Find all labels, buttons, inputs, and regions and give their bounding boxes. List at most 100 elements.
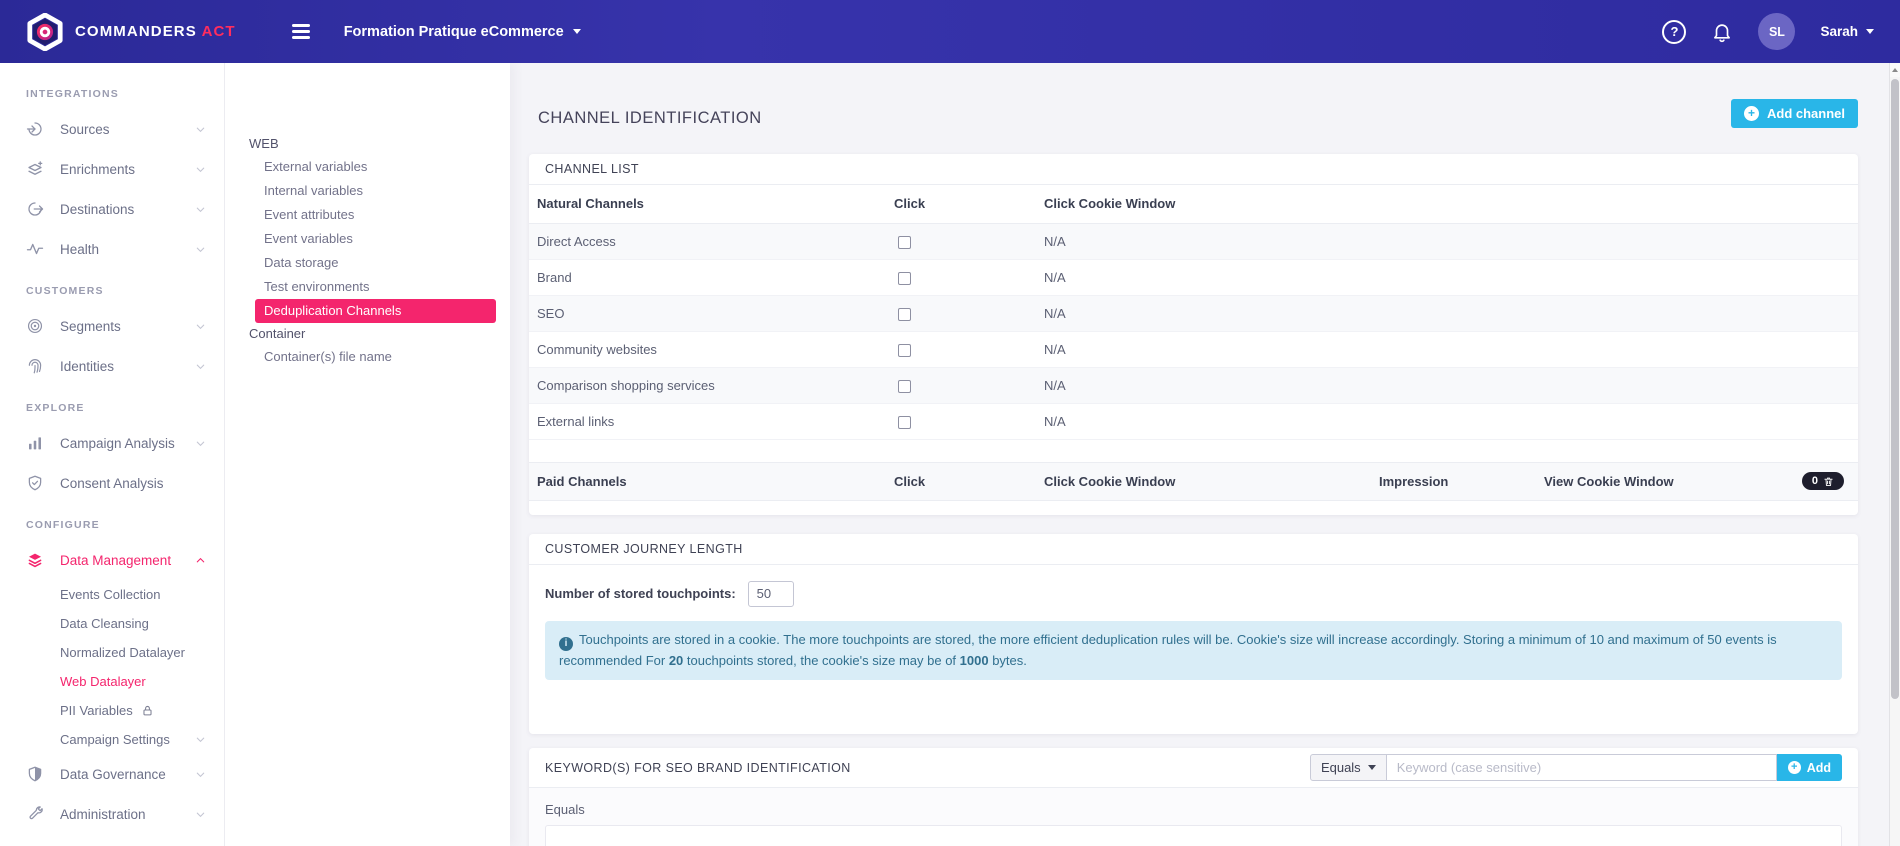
add-keyword-button[interactable]: + Add xyxy=(1776,754,1842,782)
subnav-item-test-environments[interactable]: Test environments xyxy=(264,279,370,294)
chevron-down-icon xyxy=(195,204,206,215)
sidebar-item-label: Consent Analysis xyxy=(60,475,164,491)
subnav-item-data-storage[interactable]: Data storage xyxy=(264,255,339,270)
chevron-down-icon xyxy=(195,769,206,780)
brand[interactable]: COMMANDERS ACT xyxy=(26,12,236,51)
click-checkbox[interactable] xyxy=(898,235,911,249)
sidebar-subitem-pii-variables[interactable]: PII Variables xyxy=(0,696,224,725)
chevron-down-icon xyxy=(1866,29,1874,34)
main-sidebar: INTEGRATIONS Sources Enrichments Destina… xyxy=(0,63,224,846)
table-row: SEO N/A xyxy=(529,295,1858,331)
menu-toggle-icon[interactable] xyxy=(291,24,310,39)
sidebar-item-consent-analysis[interactable]: Consent Analysis xyxy=(0,463,224,503)
sidebar-subitem-events-collection[interactable]: Events Collection xyxy=(0,580,224,609)
chevron-down-icon xyxy=(195,734,206,745)
subnav-item-internal-variables[interactable]: Internal variables xyxy=(264,183,363,198)
channel-name: Brand xyxy=(537,269,572,285)
click-checkbox[interactable] xyxy=(898,415,911,429)
click-cookie-window-value: N/A xyxy=(1044,341,1066,357)
scrollbar-up-arrow[interactable] xyxy=(1890,63,1900,77)
operator-selected-value: Equals xyxy=(1320,760,1361,776)
sidebar-item-segments[interactable]: Segments xyxy=(0,306,224,346)
sidebar-subitem-web-datalayer[interactable]: Web Datalayer xyxy=(0,667,224,696)
administration-icon xyxy=(26,805,45,823)
data-governance-icon xyxy=(26,765,45,783)
deleted-channels-badge[interactable]: 0 xyxy=(1801,472,1844,490)
column-header-impression: Impression xyxy=(1379,473,1449,489)
secondary-nav: WEB External variables Internal variable… xyxy=(224,63,510,846)
plus-icon: + xyxy=(1743,106,1759,121)
chevron-down-icon xyxy=(195,244,206,255)
user-avatar[interactable]: SL xyxy=(1758,13,1796,50)
subnav-item-event-attributes[interactable]: Event attributes xyxy=(264,207,355,222)
click-checkbox[interactable] xyxy=(898,307,911,321)
sidebar-item-campaign-analysis[interactable]: Campaign Analysis xyxy=(0,423,224,463)
click-checkbox[interactable] xyxy=(898,379,911,393)
subnav-item-event-variables[interactable]: Event variables xyxy=(264,231,353,246)
sidebar-item-sources[interactable]: Sources xyxy=(0,109,224,149)
help-icon[interactable]: ? xyxy=(1662,19,1687,44)
sidebar-item-data-management[interactable]: Data Management xyxy=(0,540,224,580)
channel-name: Direct Access xyxy=(537,233,616,249)
sidebar-subitem-label: PII Variables xyxy=(60,703,133,718)
scrollbar-thumb[interactable] xyxy=(1891,79,1899,699)
chevron-up-icon xyxy=(195,555,206,566)
keyword-operator-select[interactable]: Equals xyxy=(1309,754,1387,782)
click-cookie-window-value: N/A xyxy=(1044,305,1066,321)
consent-analysis-icon xyxy=(26,474,45,492)
top-navbar: COMMANDERS ACT Formation Pratique eComme… xyxy=(0,0,1900,63)
sidebar-item-enrichments[interactable]: Enrichments xyxy=(0,149,224,189)
add-channel-button[interactable]: + Add channel xyxy=(1730,99,1858,128)
column-header-view-cookie-window: View Cookie Window xyxy=(1544,473,1674,489)
notifications-bell-icon[interactable] xyxy=(1711,21,1733,43)
sidebar-section-customers: CUSTOMERS xyxy=(26,285,104,297)
subnav-item-container-file-name[interactable]: Container(s) file name xyxy=(264,349,392,364)
table-row: External links N/A xyxy=(529,403,1858,439)
health-icon xyxy=(26,240,45,258)
sidebar-item-destinations[interactable]: Destinations xyxy=(0,189,224,229)
touchpoints-label: Number of stored touchpoints: xyxy=(545,586,736,601)
chevron-down-icon xyxy=(1367,765,1376,771)
info-icon: i xyxy=(559,636,573,651)
subnav-item-external-variables[interactable]: External variables xyxy=(264,159,368,174)
sidebar-section-integrations: INTEGRATIONS xyxy=(26,88,119,100)
chevron-down-icon xyxy=(572,29,581,34)
sources-icon xyxy=(26,120,45,138)
keywords-equals-list xyxy=(545,825,1842,846)
campaign-analysis-icon xyxy=(26,434,45,452)
workspace-selector[interactable]: Formation Pratique eCommerce xyxy=(344,24,581,40)
sidebar-item-data-governance[interactable]: Data Governance xyxy=(0,754,224,794)
click-checkbox[interactable] xyxy=(898,343,911,357)
subnav-item-deduplication-channels[interactable]: Deduplication Channels xyxy=(255,299,496,323)
channel-name: External links xyxy=(537,413,615,429)
seo-keywords-card: KEYWORD(S) FOR SEO BRAND IDENTIFICATION … xyxy=(529,748,1858,846)
sidebar-item-health[interactable]: Health xyxy=(0,229,224,269)
column-header-paid-channels: Paid Channels xyxy=(537,473,627,489)
touchpoints-info-alert: i Touchpoints are stored in a cookie. The… xyxy=(545,620,1842,681)
keyword-input[interactable] xyxy=(1386,754,1777,782)
sidebar-item-label: Campaign Analysis xyxy=(60,435,175,451)
sidebar-subitem-label: Events Collection xyxy=(60,587,161,602)
sidebar-item-administration[interactable]: Administration xyxy=(0,794,224,834)
touchpoints-input[interactable] xyxy=(747,580,794,607)
destinations-icon xyxy=(26,200,45,218)
sidebar-subitem-campaign-settings[interactable]: Campaign Settings xyxy=(0,725,224,754)
sidebar-item-label: Segments xyxy=(60,318,121,334)
user-menu[interactable]: Sarah xyxy=(1820,24,1874,39)
click-checkbox[interactable] xyxy=(898,271,911,285)
paid-channels-table: Paid Channels Click Click Cookie Window … xyxy=(529,462,1858,501)
chevron-down-icon xyxy=(195,809,206,820)
sidebar-subitem-data-cleansing[interactable]: Data Cleansing xyxy=(0,609,224,638)
keywords-group-equals-label: Equals xyxy=(545,802,585,818)
channel-name: SEO xyxy=(537,305,565,321)
sidebar-item-label: Sources xyxy=(60,121,110,137)
table-row: Community websites N/A xyxy=(529,331,1858,367)
trash-icon xyxy=(1824,477,1833,486)
natural-channels-table: Natural Channels Click Click Cookie Wind… xyxy=(529,185,1858,440)
sidebar-item-identities[interactable]: Identities xyxy=(0,346,224,386)
alert-text: touchpoints stored, the cookie's size ma… xyxy=(683,652,960,668)
channel-name: Community websites xyxy=(537,341,657,357)
vertical-scrollbar[interactable] xyxy=(1889,63,1900,846)
channel-list-card-title: CHANNEL LIST xyxy=(529,154,1858,185)
sidebar-subitem-normalized-datalayer[interactable]: Normalized Datalayer xyxy=(0,638,224,667)
